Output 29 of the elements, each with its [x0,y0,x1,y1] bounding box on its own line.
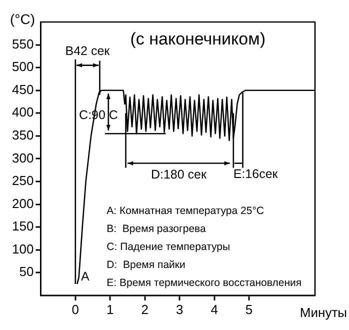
y-tick-label: 450 [12,82,34,97]
annotation: B42 сек [65,44,110,58]
y-tick-label: 350 [12,127,34,142]
annotation: C: Падение температуры [106,240,230,253]
x-tick-label: 5 [245,302,253,317]
y-tick-label: 100 [12,241,34,256]
x-axis-title: Минуты [300,304,347,320]
annotation: E: Время термического восстановления [106,276,302,289]
x-tick-label: 2 [141,302,148,317]
annotation: A [80,269,90,284]
y-tick-label: 300 [12,150,34,166]
x-tick-label: 3 [176,302,184,317]
annotation: B: Время разогрева [106,222,206,235]
annotation: E:16сек [233,166,278,181]
y-tick-label: 550 [12,36,34,52]
annotation: D:180 сек [150,168,207,182]
y-tick-label: 150 [12,218,34,234]
y-tick-label: 400 [12,104,34,120]
x-tick-label: 1 [106,302,114,317]
text: (с наконечником) [130,30,266,49]
y-tick-label: 500 [12,59,34,74]
x-tick-label: 0 [72,302,80,317]
y-tick-label: 50 [19,264,34,280]
y-tick-label: 200 [12,196,34,211]
annotation: A: Комнатная температура 25°C [106,204,264,217]
x-tick-label: 4 [210,302,218,317]
y-axis-title: (°C) [10,10,36,27]
annotation: D: Время пайки [106,258,186,271]
y-tick-label: 250 [12,173,34,188]
